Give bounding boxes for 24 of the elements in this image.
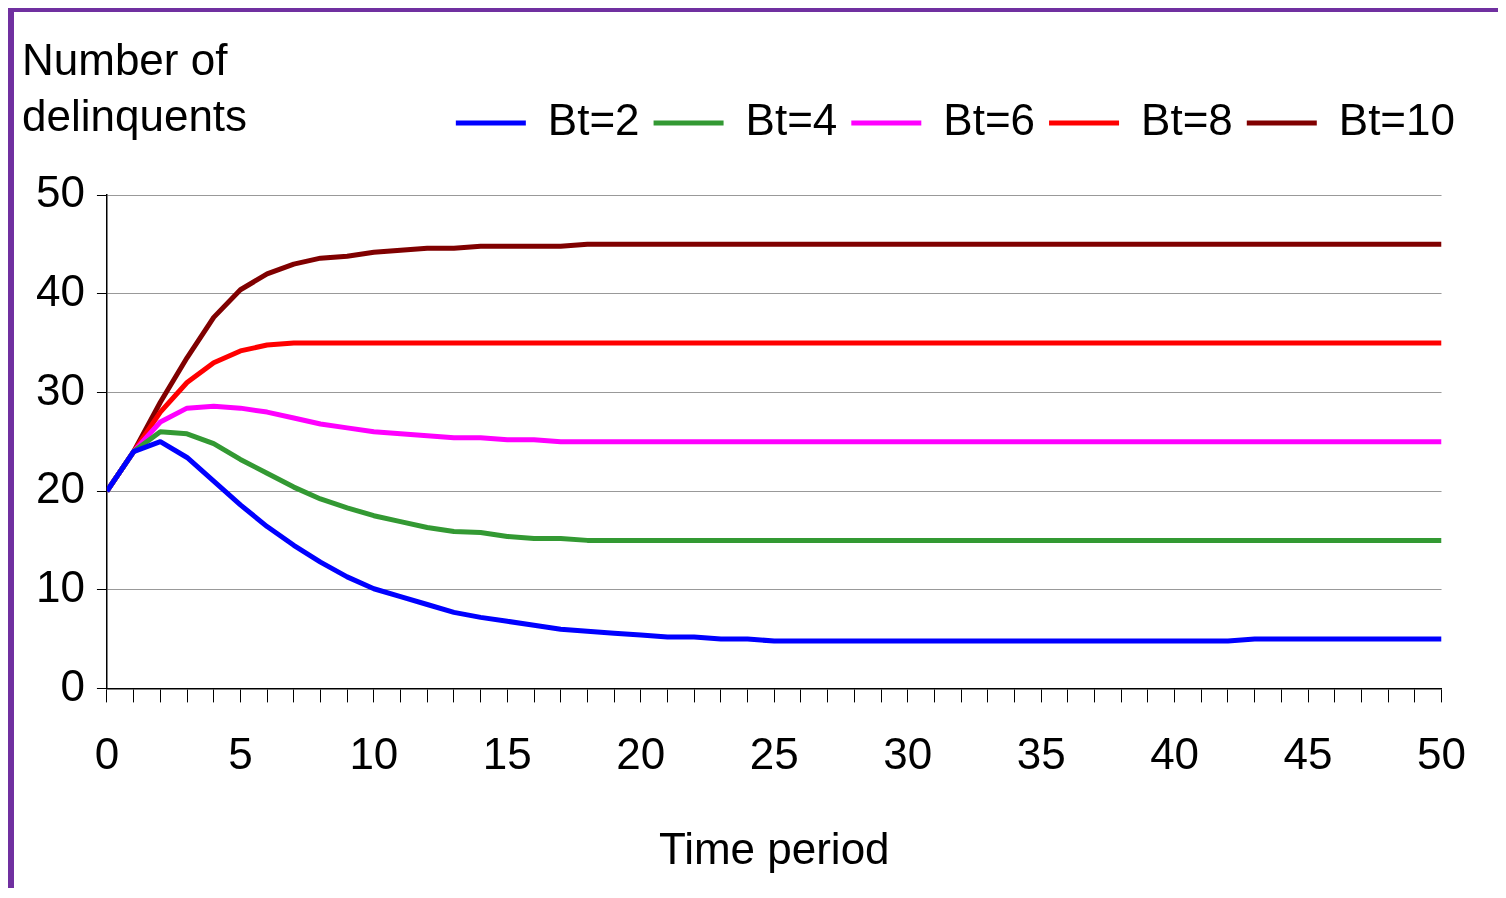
x-tick-label: 40 [1150,728,1200,778]
y-tick-label: 10 [35,561,85,611]
x-tick-label: 0 [94,728,120,778]
x-tick-label: 15 [482,728,532,778]
legend-label: Bt=2 [547,95,640,145]
y-axis-title: Number of delinquents [22,34,249,142]
x-tick-label: 10 [349,728,399,778]
x-tick-label: 50 [1417,728,1467,778]
x-tick-label: 5 [228,728,253,778]
x-tick-label: 30 [883,728,933,778]
legend-label: Bt=6 [943,95,1036,145]
y-tick-label: 30 [35,364,85,414]
x-tick-label: 45 [1283,728,1333,778]
x-axis-title: Time period [658,823,890,873]
legend-label: Bt=4 [745,95,838,145]
y-tick-label: 40 [35,265,85,315]
y-tick-label: 0 [60,660,85,710]
legend-label: Bt=10 [1338,95,1456,145]
y-tick-label: 50 [35,167,85,217]
y-tick-label: 20 [35,463,85,513]
x-tick-label: 35 [1016,728,1066,778]
x-tick-label: 25 [749,728,799,778]
legend-label: Bt=8 [1141,95,1233,145]
x-tick-label: 20 [616,728,666,778]
